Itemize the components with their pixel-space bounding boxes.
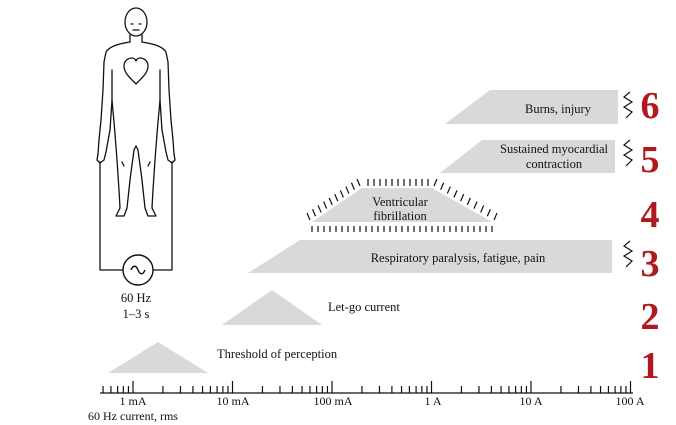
hatch-mark: [440, 182, 445, 191]
band-ventricular-fibrillation: [312, 188, 492, 222]
squiggle-icon-3: [622, 240, 634, 268]
hatch-mark: [356, 178, 361, 187]
label-respiratory-paralysis: Respiratory paralysis, fatigue, pain: [371, 251, 546, 265]
band-let-go-current: [222, 290, 322, 325]
label-sustained-myocardial-line2: contraction: [526, 157, 583, 171]
squiggle-icon-6: [622, 91, 634, 119]
hatch-mark: [493, 212, 498, 221]
label-let-go-current: Let-go current: [328, 300, 400, 314]
tick-label-10A: 10 A: [519, 394, 542, 408]
hatch-mark: [328, 197, 333, 206]
fibrillation-hatch: [306, 178, 498, 232]
stage-number-4: 4: [641, 194, 660, 236]
hatch-mark: [433, 178, 438, 187]
axis-title: 60 Hz current, rms: [88, 409, 178, 423]
hatch-mark: [486, 208, 491, 217]
hatch-mark: [339, 190, 344, 198]
hatch-mark: [350, 182, 355, 191]
stage-number-1: 1: [641, 345, 660, 387]
label-threshold-of-perception: Threshold of perception: [217, 347, 338, 361]
squiggle-icons: [622, 91, 634, 268]
hatch-mark: [323, 201, 328, 209]
hatch-mark: [334, 193, 339, 202]
hatch-mark: [345, 186, 350, 194]
circuit-wires: [99, 161, 173, 271]
stage-number-3: 3: [641, 243, 660, 285]
band-sustained-myocardial-contraction: [440, 140, 615, 173]
tick-label-100A: 100 A: [615, 394, 644, 408]
source-duration: 1–3 s: [123, 307, 150, 321]
label-ventricular-fibrillation-line1: Ventricular: [372, 195, 428, 209]
current-axis: [100, 381, 633, 394]
hatch-mark: [473, 201, 478, 209]
hatch-mark: [312, 208, 317, 217]
hatch-mark: [317, 205, 322, 213]
hatch-mark: [480, 205, 485, 213]
label-sustained-myocardial-line1: Sustained myocardial: [500, 142, 608, 156]
stage-number-2: 2: [641, 296, 660, 338]
band-burns-injury: [445, 90, 618, 124]
label-ventricular-fibrillation-line2: fibrillation: [373, 209, 427, 223]
band-respiratory-paralysis: [248, 240, 612, 273]
human-figure: [96, 7, 176, 217]
squiggle-icon-5: [622, 139, 634, 167]
hatch-mark: [446, 186, 451, 194]
tick-label-100mA: 100 mA: [314, 394, 353, 408]
hatch-mark: [460, 193, 465, 202]
tick-label-1mA: 1 mA: [120, 394, 147, 408]
tick-label-10mA: 10 mA: [217, 394, 250, 408]
label-burns-injury: Burns, injury: [525, 102, 592, 116]
band-threshold-of-perception: [108, 342, 208, 373]
tick-label-1A: 1 A: [424, 394, 441, 408]
stage-number-6: 6: [641, 85, 660, 127]
stage-number-5: 5: [641, 139, 660, 181]
hatch-mark: [306, 212, 311, 221]
hatch-mark: [466, 197, 471, 206]
source-frequency: 60 Hz: [121, 291, 152, 305]
hatch-mark: [453, 190, 458, 198]
ac-source-icon: [122, 254, 154, 286]
